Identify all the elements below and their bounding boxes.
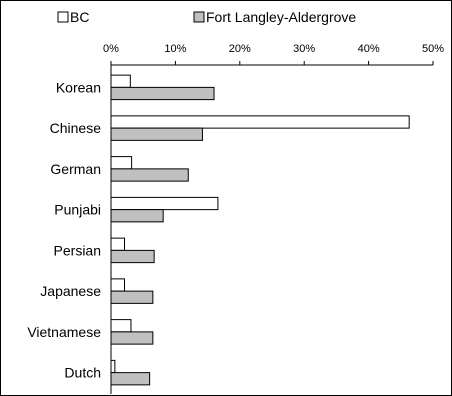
bar-fort-langley-persian — [110, 249, 155, 264]
category-label: Dutch — [64, 365, 101, 381]
bars — [110, 74, 410, 386]
x-tick-label: 0% — [103, 43, 119, 55]
category-label: Chinese — [50, 120, 102, 136]
legend-label-0: BC — [70, 9, 89, 25]
bar-bc-chinese — [110, 115, 410, 129]
bar-fort-langley-punjabi — [110, 209, 164, 223]
x-tick-label: 20% — [229, 43, 251, 55]
x-tick-label: 50% — [422, 43, 444, 55]
category-label: Japanese — [40, 283, 101, 299]
bar-fort-langley-vietnamese — [110, 331, 154, 345]
bar-fort-langley-japanese — [110, 290, 154, 304]
bar-bc-punjabi — [110, 196, 219, 211]
category-labels: Korean Chinese German Punjabi Persian Japanes… — [27, 79, 101, 380]
category-label: Persian — [54, 242, 101, 258]
category-label: Punjabi — [54, 202, 101, 218]
bar-fort-langley-korean — [110, 86, 215, 101]
category-label: Korean — [56, 79, 101, 95]
legend-swatch-1 — [193, 11, 205, 23]
legend-label-1: Fort Langley-Aldergrove — [206, 9, 356, 25]
bar-bc-korean — [110, 74, 131, 88]
bar-fort-langley-dutch — [110, 372, 151, 386]
bar-bc-vietnamese — [110, 319, 132, 333]
x-tick-label: 10% — [164, 43, 186, 55]
category-label: Vietnamese — [27, 324, 101, 340]
bar-bc-japanese — [110, 278, 126, 292]
bar-bc-persian — [110, 237, 126, 251]
x-tick-label: 30% — [293, 43, 315, 55]
category-label: German — [50, 161, 101, 177]
bar-bc-dutch — [110, 359, 116, 374]
x-tick-label: 40% — [358, 43, 380, 55]
bar-fort-langley-chinese — [110, 127, 203, 141]
legend: BC Fort Langley-Aldergrove — [57, 9, 356, 25]
bar-bc-german — [110, 156, 133, 170]
legend-swatch-0 — [57, 11, 69, 23]
bar-fort-langley-german — [110, 168, 189, 182]
